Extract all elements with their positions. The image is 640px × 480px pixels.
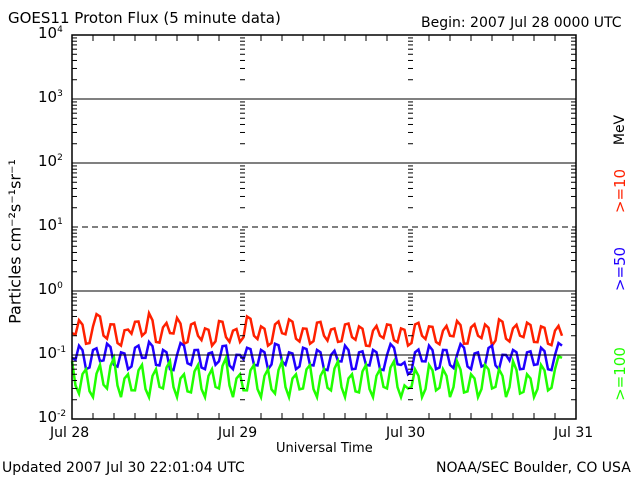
chart-title: GOES11 Proton Flux (5 minute data) (8, 9, 281, 27)
y-tick-label: 104 (38, 24, 63, 42)
x-tick-label: Jul 31 (554, 425, 594, 441)
updated-time: Updated 2007 Jul 30 22:01:04 UTC (2, 460, 245, 476)
y-tick-exp: 2 (57, 153, 63, 163)
x-axis-label: Universal Time (276, 441, 373, 456)
legend-ge10: >=10 (611, 168, 629, 214)
y-tick-exp: -1 (57, 345, 67, 355)
plot-frame (71, 34, 577, 420)
y-tick-base: 10 (38, 216, 58, 234)
y-tick-exp: -2 (57, 409, 67, 419)
y-tick-label: 103 (38, 88, 63, 106)
y-tick-label: 10-1 (38, 344, 66, 362)
y-tick-label: 102 (38, 152, 63, 170)
series-line-1 (71, 339, 563, 377)
x-tick-label: Jul 29 (218, 425, 258, 441)
y-tick-label: 10-2 (38, 408, 66, 426)
y-tick-label: 101 (38, 216, 63, 234)
y-tick-base: 10 (38, 280, 58, 298)
y-tick-base: 10 (38, 152, 58, 170)
series-line-2 (70, 353, 563, 402)
y-tick-base: 10 (38, 344, 58, 362)
y-tick-exp: 1 (57, 217, 63, 227)
y-tick-label: 100 (38, 280, 63, 298)
unit-label: MeV (612, 114, 628, 146)
y-tick-base: 10 (38, 24, 58, 42)
y-tick-base: 10 (38, 408, 58, 426)
series-line-0 (71, 309, 564, 349)
x-tick-label: Jul 28 (50, 425, 90, 441)
x-tick-label: Jul 30 (386, 425, 426, 441)
begin-time: Begin: 2007 Jul 28 0000 UTC (421, 15, 622, 31)
y-tick-exp: 3 (57, 89, 63, 99)
y-axis-label: Particles cm⁻²s⁻¹sr⁻¹ (5, 159, 25, 324)
legend-ge50: >=50 (611, 246, 629, 292)
legend-ge100: >=100 (611, 347, 629, 401)
y-tick-exp: 0 (57, 281, 63, 291)
y-tick-exp: 4 (57, 25, 63, 35)
y-tick-base: 10 (38, 88, 58, 106)
credit: NOAA/SEC Boulder, CO USA (436, 460, 631, 476)
